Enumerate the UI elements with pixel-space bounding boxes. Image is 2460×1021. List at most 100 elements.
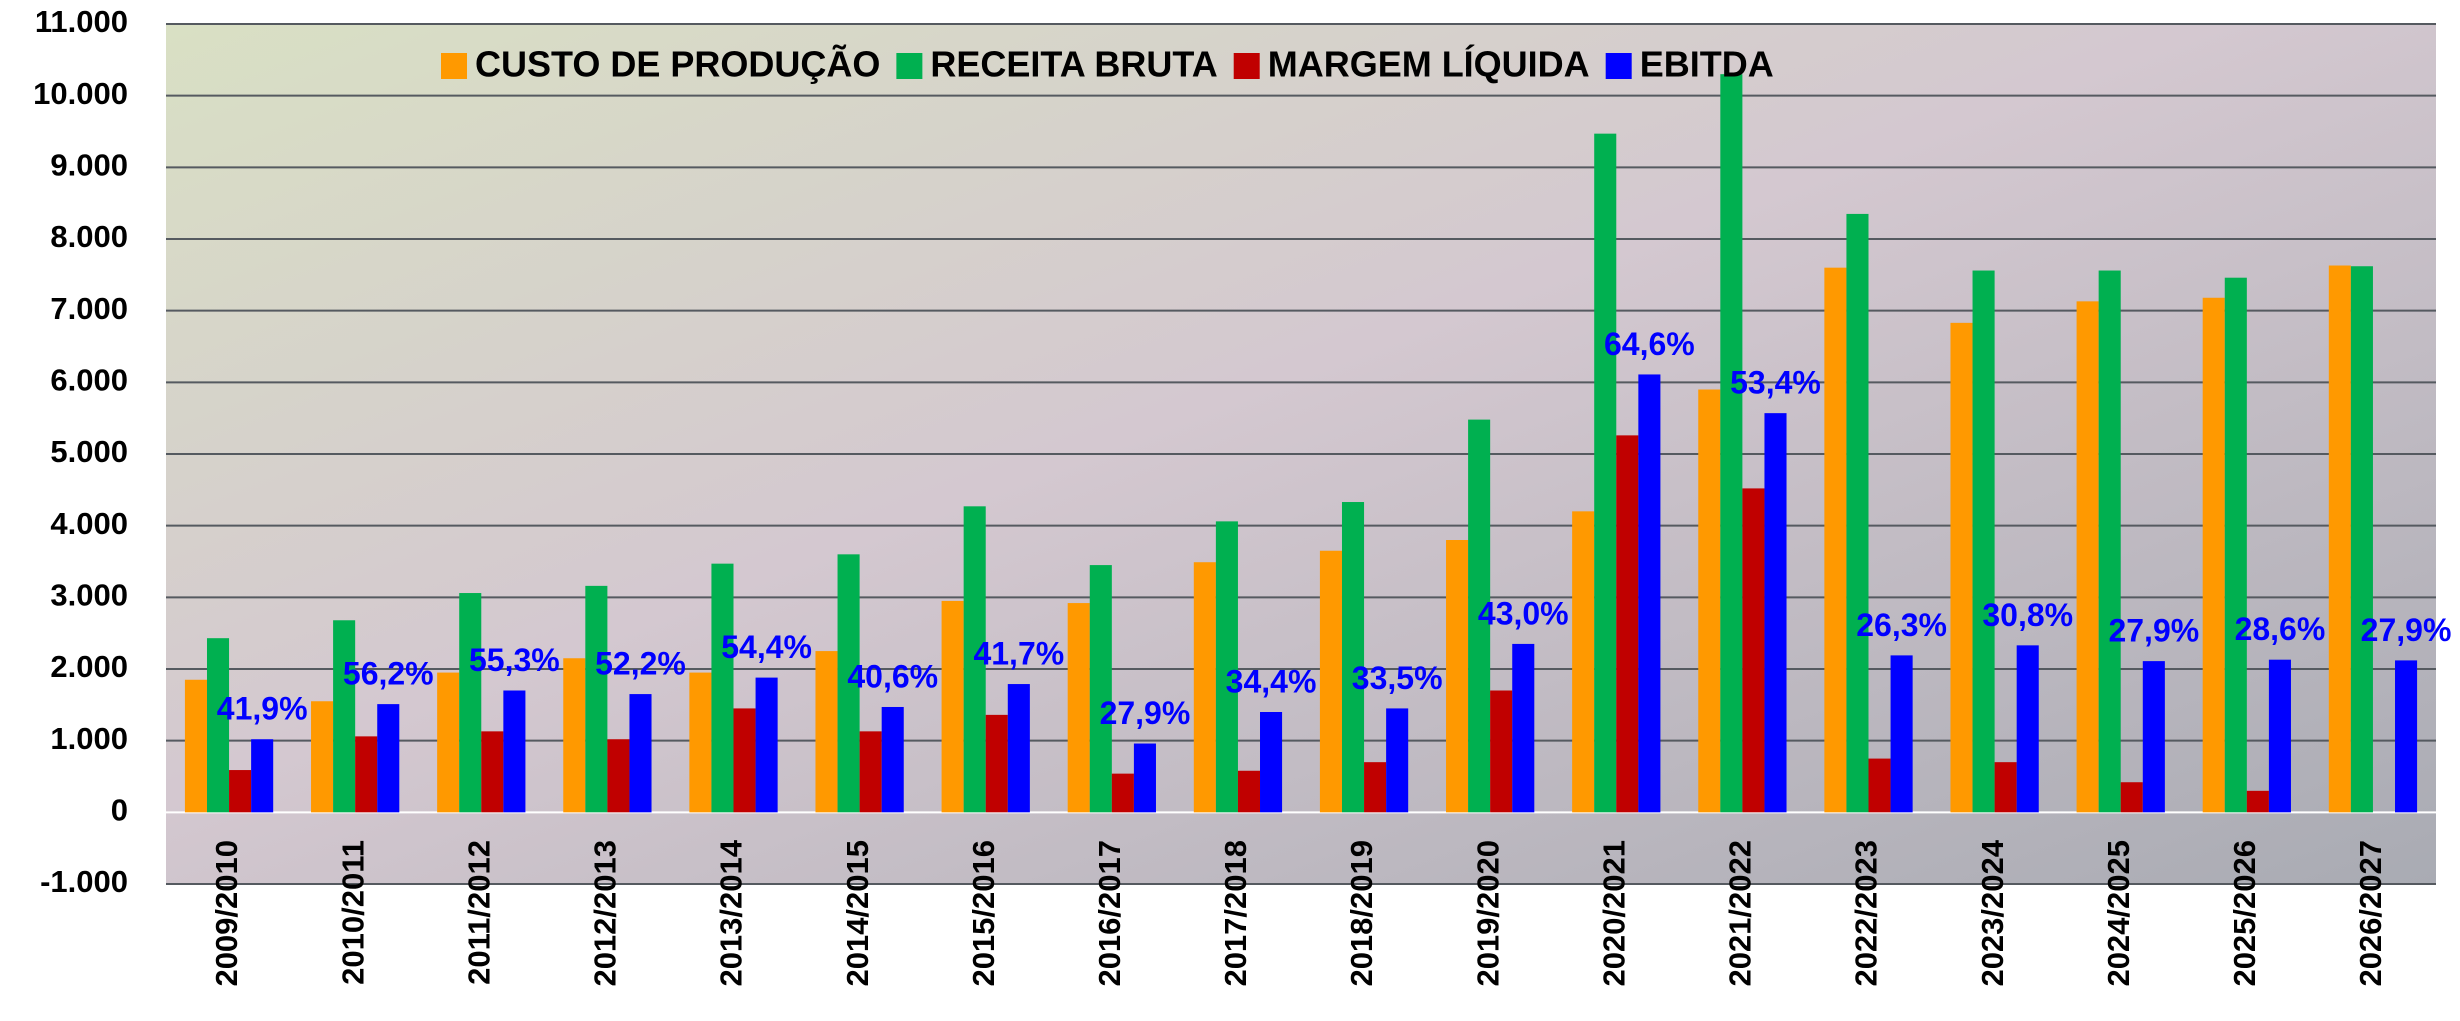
bar (459, 593, 481, 812)
legend-swatch (896, 53, 922, 79)
bar (1260, 712, 1282, 812)
bar (2017, 645, 2039, 812)
x-tick-label: 2026/2027 (2353, 840, 2388, 987)
bar (585, 586, 607, 812)
bar (311, 701, 333, 812)
x-tick-label: 2019/2020 (1470, 840, 1505, 987)
bar (2143, 661, 2165, 812)
bar (1824, 268, 1846, 813)
bar (2225, 278, 2247, 813)
x-tick-label: 2014/2015 (840, 840, 875, 987)
y-tick-label: 3.000 (50, 578, 128, 613)
bar (2121, 782, 2143, 812)
x-tick-label: 2017/2018 (1218, 840, 1253, 987)
annotation: 40,6% (847, 658, 938, 694)
bar (2247, 791, 2269, 813)
x-tick-label: 2009/2010 (209, 840, 244, 987)
annotation: 28,6% (2235, 611, 2326, 647)
y-tick-label: 4.000 (50, 506, 128, 541)
bar (333, 620, 355, 812)
bar (355, 736, 377, 812)
bar (1973, 271, 1995, 813)
annotation: 26,3% (1856, 607, 1947, 643)
y-tick-label: 0 (111, 793, 128, 828)
bar (503, 691, 525, 813)
bar (2269, 660, 2291, 813)
bar (1572, 511, 1594, 812)
x-tick-label: 2013/2014 (714, 839, 749, 986)
bar (1112, 774, 1134, 813)
bar (2395, 660, 2417, 812)
legend-label: EBITDA (1640, 44, 1774, 85)
bar (986, 715, 1008, 812)
bar (1698, 390, 1720, 813)
bar (1638, 374, 1660, 812)
bar (1134, 744, 1156, 813)
bar (1742, 488, 1764, 812)
bar (481, 731, 503, 812)
bar (1950, 323, 1972, 812)
annotation: 53,4% (1730, 365, 1821, 401)
legend-label: CUSTO DE PRODUÇÃO (475, 43, 880, 85)
annotation: 41,7% (973, 636, 1064, 672)
bar (437, 673, 459, 813)
annotation: 27,9% (2361, 612, 2452, 648)
y-tick-label: 8.000 (50, 219, 128, 254)
annotation: 52,2% (595, 646, 686, 682)
bar (1846, 214, 1868, 812)
bar (1446, 540, 1468, 812)
x-tick-label: 2012/2013 (588, 840, 623, 987)
annotation: 64,6% (1604, 326, 1695, 362)
x-tick-label: 2020/2021 (1596, 840, 1631, 987)
annotation: 43,0% (1478, 595, 1569, 631)
bar (1490, 691, 1512, 813)
bar (1238, 771, 1260, 813)
annotation: 54,4% (721, 629, 812, 665)
bar (1386, 708, 1408, 812)
bar (734, 708, 756, 812)
y-tick-label: 7.000 (50, 291, 128, 326)
bar (563, 658, 585, 812)
annotation: 34,4% (1226, 663, 1317, 699)
bar (1068, 603, 1090, 812)
annotation: 33,5% (1352, 660, 1443, 696)
y-tick-label: 5.000 (50, 434, 128, 469)
bar (860, 731, 882, 812)
bar (711, 564, 733, 813)
bar (2329, 266, 2351, 813)
y-tick-label: 10.000 (33, 76, 128, 111)
bar (815, 651, 837, 812)
x-tick-label: 2025/2026 (2227, 840, 2262, 987)
bar (1891, 655, 1913, 812)
bar (2203, 298, 2225, 813)
bar (882, 707, 904, 812)
annotation: 27,9% (2108, 613, 2199, 649)
legend-swatch (441, 53, 467, 79)
bar (1616, 435, 1638, 812)
y-tick-label: -1.000 (40, 864, 128, 899)
legend-label: RECEITA BRUTA (930, 44, 1217, 85)
annotation: 56,2% (343, 656, 434, 692)
bar (1764, 413, 1786, 812)
legend-swatch (1606, 53, 1632, 79)
bar (1995, 762, 2017, 812)
y-tick-label: 6.000 (50, 363, 128, 398)
x-tick-label: 2022/2023 (1849, 840, 1884, 987)
bar (1869, 759, 1891, 813)
bar (2351, 266, 2373, 812)
y-tick-label: 2.000 (50, 649, 128, 684)
bar (1090, 565, 1112, 812)
legend-swatch (1234, 53, 1260, 79)
y-tick-label: 9.000 (50, 148, 128, 183)
x-tick-label: 2015/2016 (966, 840, 1001, 987)
bar (1364, 762, 1386, 812)
annotation: 27,9% (1100, 695, 1191, 731)
annotation: 30,8% (1982, 597, 2073, 633)
x-tick-label: 2023/2024 (1975, 839, 2010, 986)
bar (607, 739, 629, 812)
y-tick-label: 1.000 (50, 721, 128, 756)
x-tick-label: 2016/2017 (1092, 840, 1127, 987)
bar (377, 704, 399, 812)
bar (2099, 271, 2121, 813)
bar (1320, 551, 1342, 813)
